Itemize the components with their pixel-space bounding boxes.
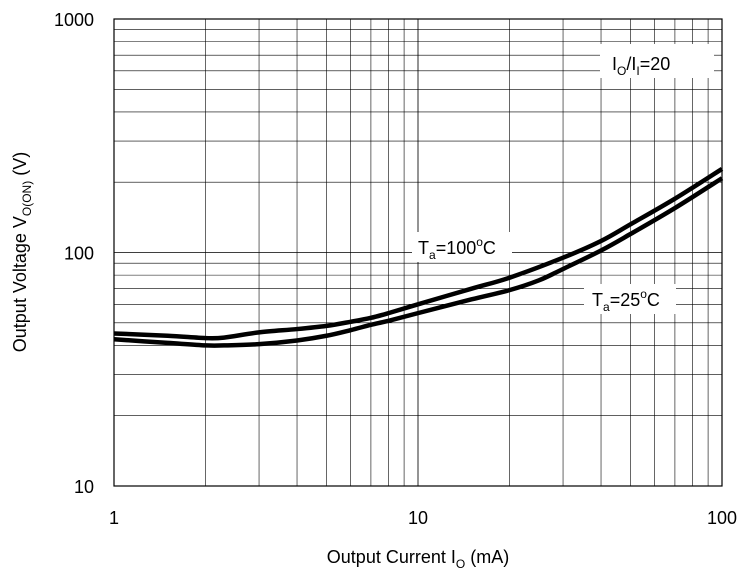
series-label-100-bg <box>412 232 512 262</box>
x-tick-label: 100 <box>707 508 737 528</box>
ratio-label-bg <box>600 44 714 78</box>
x-tick-label: 10 <box>408 508 428 528</box>
plot-frame <box>113 18 723 487</box>
series-line-ta-100c <box>113 167 724 341</box>
tick-labels: 1 10 100 10 100 1000 <box>54 10 737 528</box>
series-label-25: Ta=25oC <box>592 287 660 314</box>
y-tick-label: 1000 <box>54 10 94 30</box>
series-label-100: Ta=100oC <box>418 235 496 262</box>
series-label-25-bg <box>584 284 676 314</box>
ratio-label: IO/II=20 <box>612 54 670 78</box>
annotations: IO/II=20 Ta=100oC Ta=25oC <box>412 44 714 314</box>
y-tick-label: 100 <box>64 244 94 264</box>
y-tick-label: 10 <box>74 477 94 497</box>
series-line-ta-25c <box>113 176 724 348</box>
x-axis-label: Output Current IO (mA) <box>327 547 509 571</box>
grid <box>113 18 723 487</box>
y-axis-label: Output Voltage VO(ON) (V) <box>10 152 34 352</box>
x-tick-label: 1 <box>109 508 119 528</box>
series-lines <box>113 167 724 348</box>
